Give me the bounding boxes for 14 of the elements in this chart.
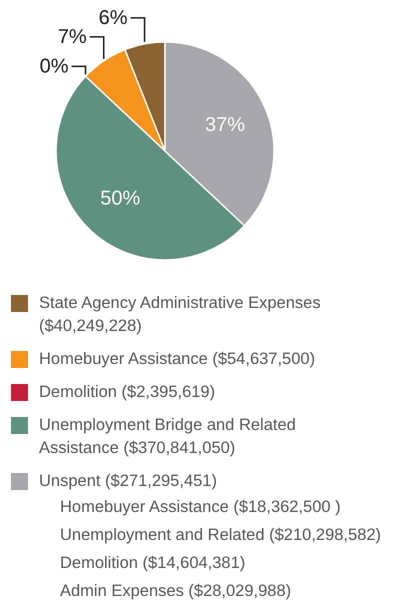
legend-label: Demolition ($2,395,619) (39, 382, 216, 403)
data-label: 7% (58, 26, 87, 48)
text: 0% (40, 55, 69, 78)
legend-label: Unemployment Bridge and Related Assistance ($370,841,050) (39, 415, 297, 459)
text: Homebuyer Assistance ($18,362,500 ) (59, 497, 342, 518)
data-label: 50% (100, 188, 140, 210)
text: Demolition ($14,604,381) (59, 553, 246, 574)
data-label: 37% (205, 114, 246, 136)
legend-label: Homebuyer Assistance ($54,637,500) (39, 349, 316, 370)
text: Admin Expenses ($28,029,988) (59, 581, 292, 602)
text: Unemployment and Related ($210,298,582) (59, 525, 382, 546)
data-label: 6% (98, 6, 128, 29)
legend-label: State Agency Administrative Expenses ($40,249,228) (39, 293, 322, 337)
legend-label: Unspent ($271,295,451) (39, 472, 217, 490)
